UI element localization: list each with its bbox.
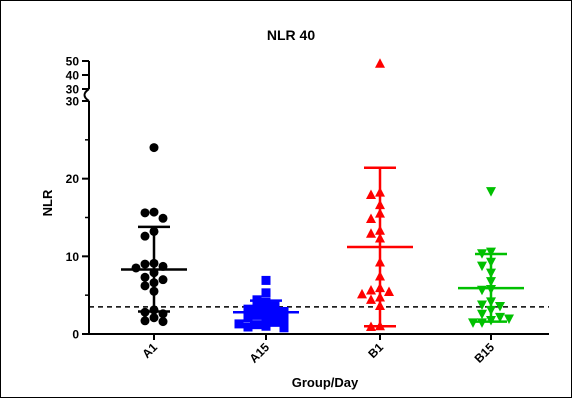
- data-point-A1-8: [140, 259, 150, 269]
- data-point-A1-6: [140, 231, 150, 241]
- data-point-A15-5: [270, 301, 280, 311]
- data-point-A15-2: [261, 288, 271, 298]
- data-point-A1-10: [131, 263, 141, 273]
- data-point-A1-4: [158, 213, 168, 223]
- x-tick-label-A1: A1: [139, 340, 160, 361]
- data-point-A15-18: [243, 322, 253, 332]
- data-point-A1-22: [158, 317, 168, 327]
- data-point-A15-19: [279, 323, 289, 333]
- data-point-A15-20: [234, 319, 244, 329]
- data-point-A15-7: [243, 304, 253, 314]
- data-point-A15-10: [270, 309, 280, 319]
- x-tick-label-A15: A15: [247, 340, 273, 366]
- data-point-A15-17: [261, 321, 271, 331]
- y-tick-label-0: 0: [72, 328, 79, 342]
- data-point-B1-13: [366, 285, 376, 295]
- data-point-A15-16: [252, 320, 262, 330]
- data-point-B15-2: [486, 247, 496, 258]
- data-point-B15-11: [477, 300, 487, 310]
- data-point-B15-17: [477, 318, 487, 328]
- y-tick-label-upper-30: 30: [66, 83, 80, 97]
- data-point-A15-12: [243, 313, 253, 323]
- data-point-A1-13: [158, 275, 168, 285]
- data-point-A1-21: [140, 316, 150, 326]
- x-axis-title: Group/Day: [292, 375, 359, 390]
- data-point-A15-6: [252, 303, 262, 313]
- data-point-A1-3: [140, 208, 150, 218]
- y-axis-break: [83, 88, 90, 102]
- data-point-B15-5: [477, 261, 487, 272]
- data-point-B1-6: [366, 213, 376, 224]
- data-point-B15-12: [495, 302, 505, 312]
- data-point-A1-15: [140, 281, 150, 291]
- y-tick-label-20: 20: [66, 172, 80, 186]
- data-point-A15-14: [279, 315, 289, 325]
- data-point-B1-9: [366, 228, 376, 238]
- data-point-A1-2: [149, 207, 159, 217]
- y-tick-label-upper-50: 50: [66, 55, 80, 69]
- data-point-B15-14: [477, 309, 487, 320]
- data-point-B15-18: [468, 318, 478, 328]
- data-point-B15-1: [486, 187, 496, 197]
- data-point-A15-11: [252, 310, 262, 320]
- y-axis-title: NLR: [40, 189, 55, 216]
- data-point-B15-19: [504, 314, 514, 324]
- data-point-B1-1: [375, 58, 385, 68]
- data-point-A15-1: [261, 275, 271, 285]
- y-tick-label-upper-40: 40: [66, 69, 80, 83]
- data-point-A1-12: [140, 272, 150, 282]
- data-point-B1-3: [366, 189, 376, 199]
- chart-title: NLR 40: [267, 27, 315, 43]
- x-tick-label-B15: B15: [472, 340, 498, 366]
- data-point-B1-17: [366, 294, 376, 304]
- y-tick-label-30: 30: [66, 95, 80, 109]
- data-point-A1-1: [149, 143, 159, 153]
- y-tick-label-10: 10: [66, 250, 80, 264]
- x-tick-label-B1: B1: [365, 340, 386, 361]
- data-point-B1-14: [384, 286, 394, 297]
- data-point-B15-15: [495, 312, 505, 323]
- data-point-A1-20: [149, 313, 159, 323]
- data-point-B1-15: [357, 288, 367, 299]
